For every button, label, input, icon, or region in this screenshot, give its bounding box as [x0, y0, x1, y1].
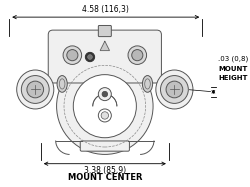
Polygon shape — [100, 41, 110, 50]
Circle shape — [63, 46, 82, 65]
Circle shape — [27, 81, 44, 98]
Circle shape — [88, 55, 92, 59]
Circle shape — [101, 112, 108, 119]
Circle shape — [67, 50, 78, 61]
Text: 4.58 (116,3): 4.58 (116,3) — [82, 5, 129, 14]
Ellipse shape — [57, 76, 67, 92]
Circle shape — [98, 88, 111, 101]
FancyBboxPatch shape — [48, 30, 162, 83]
Text: 3.38 (85,9): 3.38 (85,9) — [84, 165, 126, 174]
Text: .03 (0,8): .03 (0,8) — [218, 56, 248, 62]
Circle shape — [56, 58, 153, 154]
Circle shape — [102, 91, 108, 97]
Text: HEIGHT: HEIGHT — [218, 75, 248, 81]
FancyBboxPatch shape — [98, 25, 111, 37]
FancyBboxPatch shape — [80, 141, 130, 151]
Text: MOUNT: MOUNT — [218, 66, 248, 72]
Circle shape — [128, 46, 146, 65]
Text: MOUNT CENTER: MOUNT CENTER — [68, 173, 142, 182]
Circle shape — [160, 76, 188, 103]
Ellipse shape — [142, 76, 152, 92]
Circle shape — [73, 75, 136, 138]
Circle shape — [98, 109, 111, 122]
Circle shape — [132, 50, 143, 61]
Circle shape — [85, 52, 95, 62]
Ellipse shape — [156, 70, 193, 109]
Ellipse shape — [17, 70, 54, 109]
Circle shape — [166, 81, 183, 98]
Circle shape — [21, 76, 49, 103]
